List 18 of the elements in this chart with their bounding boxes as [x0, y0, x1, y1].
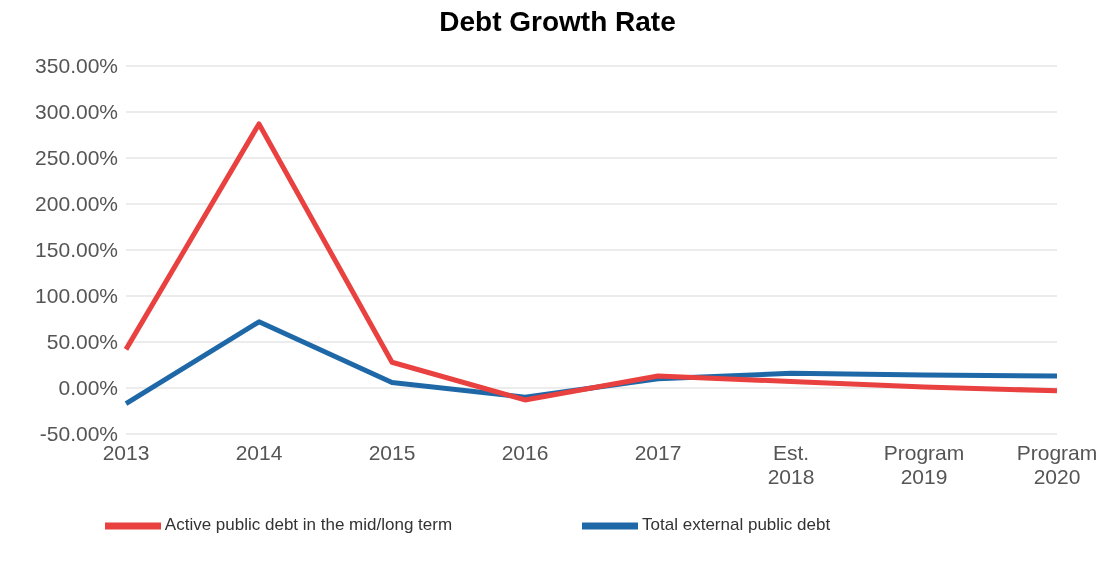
chart-title: Debt Growth Rate: [438, 6, 677, 39]
legend-label: Total external public debt: [642, 515, 831, 535]
x-tick-label: 2015: [368, 441, 416, 464]
y-tick-label: 150.00%: [35, 238, 118, 262]
x-tick-label: Est. 2018: [767, 441, 815, 488]
x-tick-label: 2016: [501, 441, 549, 464]
x-tick-label: 2014: [235, 441, 283, 464]
y-tick-label: 200.00%: [35, 192, 118, 216]
y-tick-label: 350.00%: [35, 54, 118, 78]
x-tick-label: 2017: [634, 441, 682, 464]
x-tick-label: Program 2020: [1016, 441, 1098, 488]
legend-label: Active public debt in the mid/long term: [164, 515, 453, 535]
y-tick-label: 250.00%: [35, 146, 118, 170]
y-tick-label: 100.00%: [35, 284, 118, 308]
y-tick-label: 300.00%: [35, 100, 118, 124]
x-tick-label: Program 2019: [883, 441, 965, 488]
y-tick-label: 50.00%: [46, 330, 118, 354]
y-tick-label: 0.00%: [58, 376, 118, 400]
